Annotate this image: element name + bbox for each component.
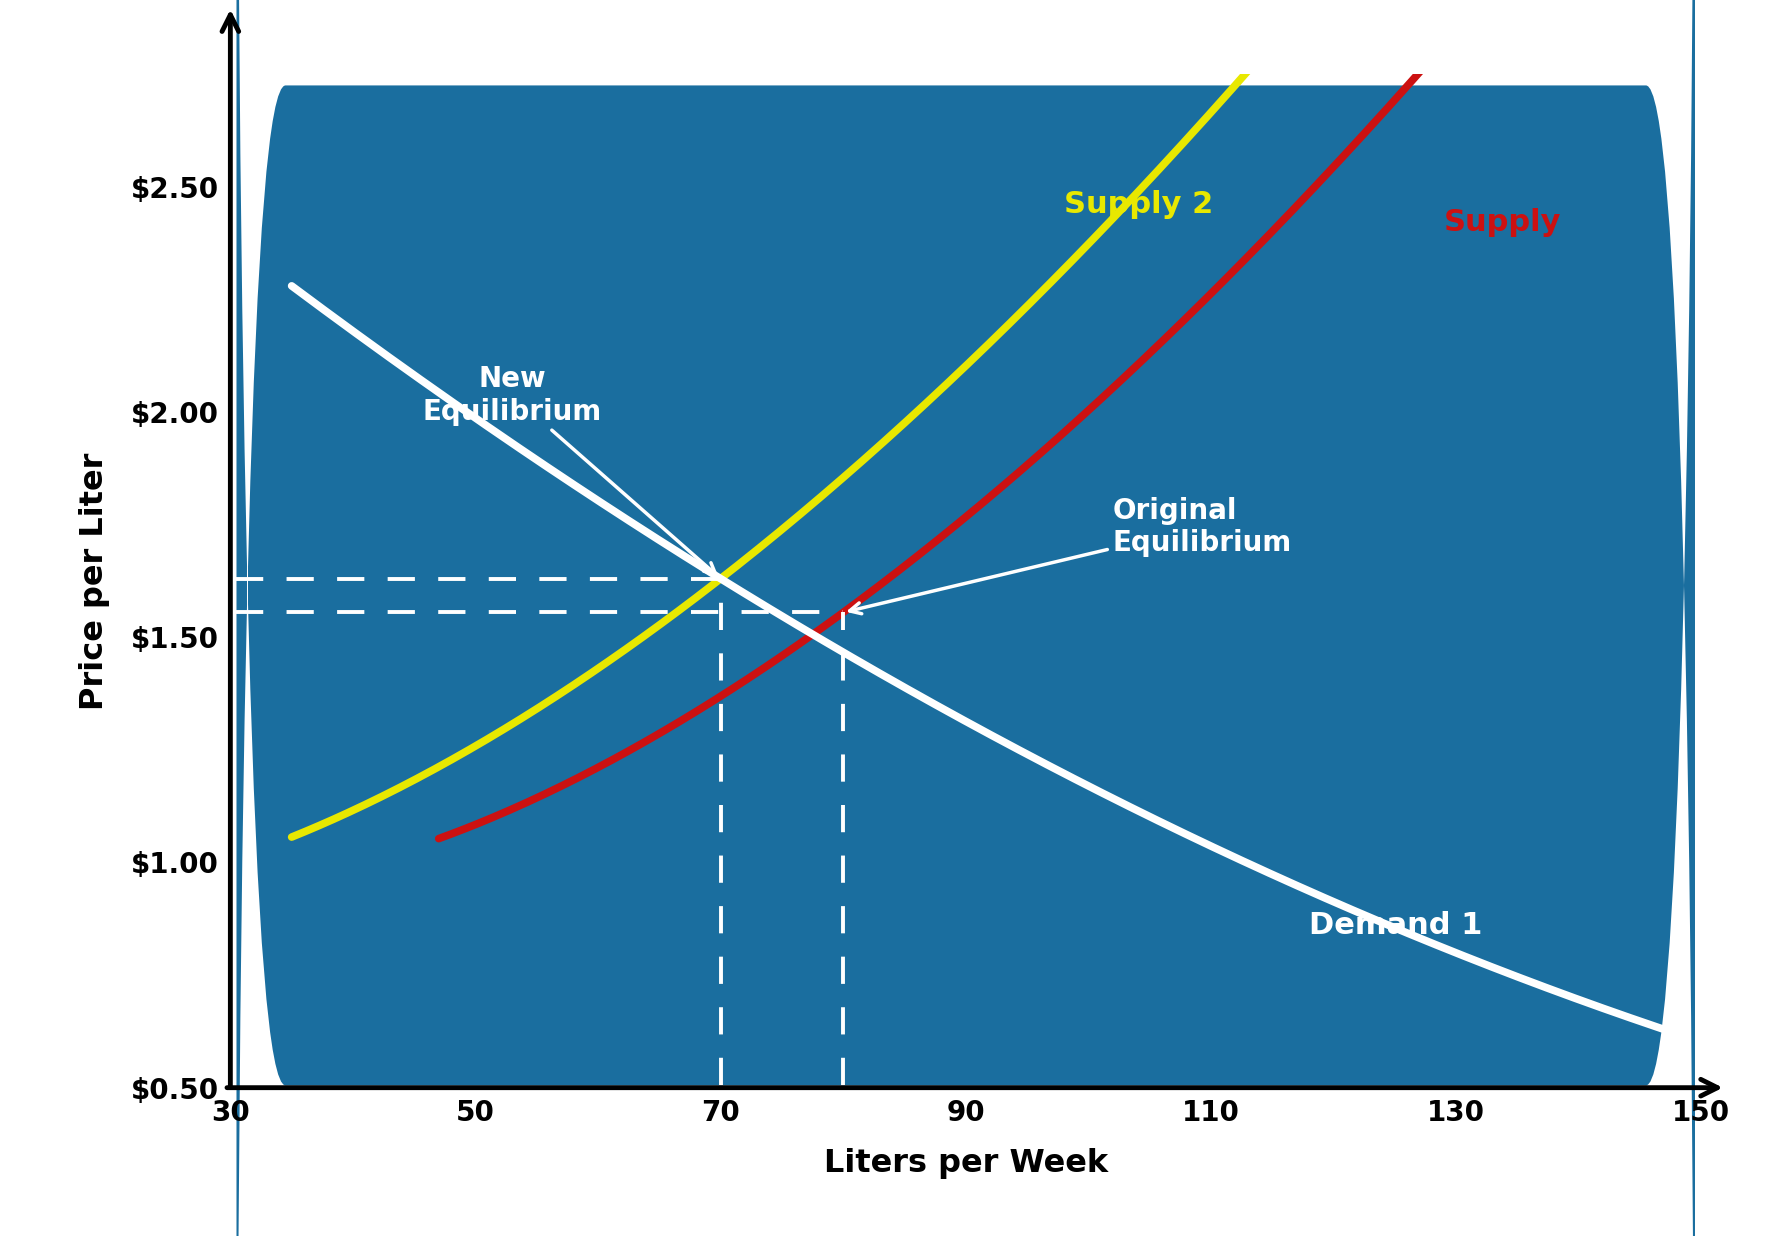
Text: New
Equilibrium: New Equilibrium: [424, 365, 716, 575]
Text: Original
Equilibrium: Original Equilibrium: [849, 497, 1292, 614]
Text: Supply 2: Supply 2: [1063, 190, 1214, 219]
FancyBboxPatch shape: [236, 0, 1696, 1236]
X-axis label: Liters per Week: Liters per Week: [824, 1147, 1108, 1179]
Y-axis label: Price per Liter: Price per Liter: [80, 452, 110, 709]
Text: Supply: Supply: [1444, 209, 1561, 237]
Text: Demand 1: Demand 1: [1310, 911, 1483, 941]
